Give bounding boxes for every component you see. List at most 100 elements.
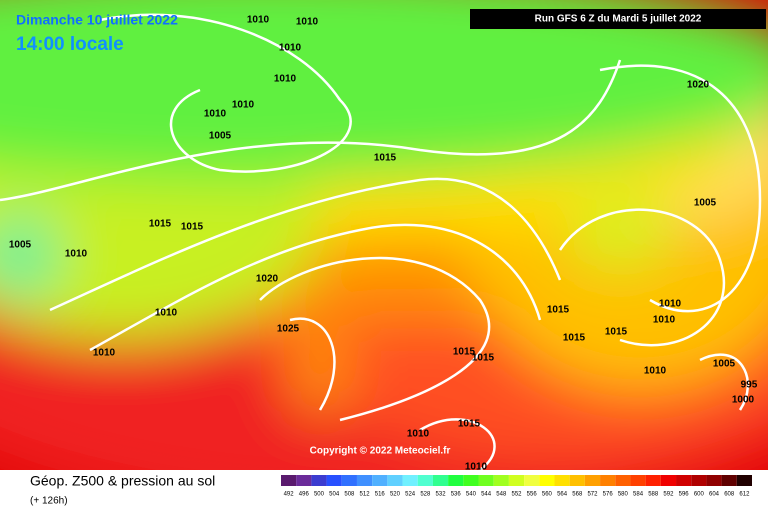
scale-label: 520 [390, 492, 401, 498]
scale-label: 580 [618, 492, 629, 498]
scale-label: 552 [511, 492, 522, 498]
isobar-label: 1005 [713, 359, 736, 370]
scale-swatch [372, 475, 388, 486]
run-text: Run GFS 6 Z du Mardi 5 juillet 2022 [535, 14, 702, 25]
scale-label: 512 [360, 492, 371, 498]
scale-swatch [493, 475, 509, 486]
footer-title: Géop. Z500 & pression au sol [30, 473, 215, 489]
scale-label: 504 [329, 492, 340, 498]
footer-lead: (+ 126h) [30, 496, 68, 507]
isobar-label: 1015 [453, 347, 476, 358]
isobar-label: 1010 [407, 429, 430, 440]
scale-swatch [630, 475, 646, 486]
isobar-label: 1010 [93, 348, 116, 359]
isobar-label: 1005 [9, 240, 32, 251]
scale-swatch [296, 475, 312, 486]
scale-swatch [281, 475, 297, 486]
isobar-label: 1005 [209, 131, 232, 142]
isobar-label: 1015 [605, 327, 628, 338]
isobar-label: 1015 [149, 219, 172, 230]
isobar-label: 1010 [296, 17, 319, 28]
isobar-label: 1015 [181, 222, 204, 233]
scale-swatch [356, 475, 373, 486]
scale-swatch [569, 475, 585, 486]
scale-label: 524 [405, 492, 416, 498]
scale-swatch [402, 475, 418, 486]
isobar-label: 1010 [155, 308, 178, 319]
scale-swatch [387, 475, 403, 486]
scale-swatch [326, 475, 342, 486]
scale-swatch [691, 475, 707, 486]
isobar-label: 1010 [274, 74, 297, 85]
scale-label: 568 [572, 492, 583, 498]
scale-label: 612 [739, 492, 750, 498]
scale-label: 564 [557, 492, 568, 498]
isobar-label: 1010 [65, 249, 88, 260]
isobar-label: 1010 [659, 299, 682, 310]
isobar-label: 1010 [465, 462, 488, 473]
time: 14:00 locale [16, 34, 124, 55]
scale-label: 496 [299, 492, 310, 498]
scale-swatch [554, 475, 570, 486]
scale-label: 596 [679, 492, 690, 498]
isobar-label: 1010 [644, 366, 667, 377]
scale-label: 540 [466, 492, 477, 498]
isobar-label: 1005 [694, 198, 717, 209]
scale-swatch [600, 475, 616, 486]
scale-swatch [417, 475, 433, 486]
scale-swatch [615, 475, 631, 486]
scale-swatch [645, 475, 661, 486]
isobar-label: 1015 [547, 305, 570, 316]
scale-label: 600 [694, 492, 705, 498]
isobar-label: 1025 [277, 324, 300, 335]
scale-label: 516 [375, 492, 386, 498]
isobar-label: 1015 [563, 333, 586, 344]
scale-swatch [432, 475, 449, 486]
scale-swatch [341, 475, 357, 486]
scale-label: 608 [724, 492, 735, 498]
scale-swatch [463, 475, 479, 486]
scale-label: 604 [709, 492, 720, 498]
scale-label: 500 [314, 492, 325, 498]
isobar-label: 1015 [374, 153, 397, 164]
scale-swatch [508, 475, 525, 486]
scale-label: 576 [603, 492, 614, 498]
copyright: Copyright © 2022 Meteociel.fr [310, 446, 451, 457]
scale-label: 588 [648, 492, 659, 498]
scale-swatch [660, 475, 677, 486]
scale-label: 548 [496, 492, 507, 498]
isobar-label: 1010 [204, 109, 227, 120]
isobar-label: 1010 [279, 43, 302, 54]
isobar-label: 1010 [653, 315, 676, 326]
scale-label: 492 [284, 492, 295, 498]
isobar-label: 1020 [687, 80, 710, 91]
scale-label: 584 [633, 492, 644, 498]
isobar-label: 1010 [232, 100, 255, 111]
scale-swatch [478, 475, 494, 486]
run-box [470, 9, 766, 29]
scale-label: 508 [344, 492, 355, 498]
scale-label: 572 [587, 492, 598, 498]
scale-label: 556 [527, 492, 538, 498]
scale-label: 532 [436, 492, 447, 498]
scale-swatch [524, 475, 540, 486]
scale-label: 528 [420, 492, 431, 498]
scale-label: 544 [481, 492, 492, 498]
scale-swatch [539, 475, 555, 486]
scale-label: 592 [663, 492, 674, 498]
scale-label: 536 [451, 492, 462, 498]
scale-swatch [736, 475, 752, 486]
scale-swatch [311, 475, 327, 486]
scale-swatch [676, 475, 692, 486]
isobar-label: 1015 [472, 353, 495, 364]
scale-swatch [706, 475, 722, 486]
isobar-label: 1010 [247, 15, 270, 26]
date: Dimanche 10 juillet 2022 [16, 12, 178, 28]
isobar-label: 1015 [458, 419, 481, 430]
scale-swatch [721, 475, 737, 486]
scale-swatch [584, 475, 601, 486]
isobar-label: 995 [741, 380, 758, 391]
isobar-label: 1000 [732, 395, 755, 406]
